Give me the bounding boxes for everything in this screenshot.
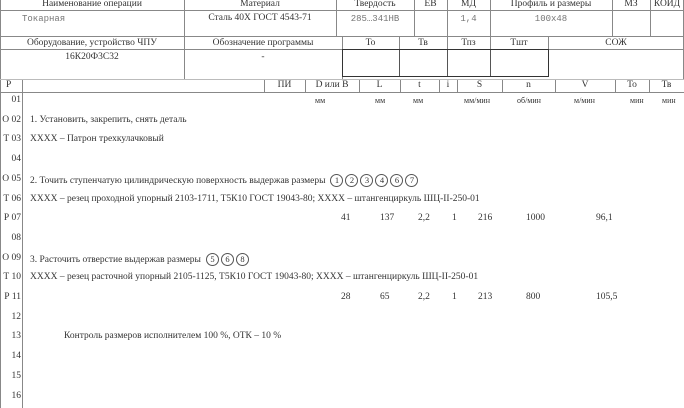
col-p: Р — [6, 80, 12, 90]
unit-to: мин — [630, 96, 644, 105]
col-tv: Тв — [661, 80, 672, 90]
mode-value: 800 — [526, 292, 541, 302]
label-program: Обозначение программы — [212, 38, 314, 48]
label-ev: ЕВ — [424, 0, 437, 9]
row-text-content: XXXX – резец расточной упорный 2105-1125… — [30, 272, 479, 283]
unit-tv: мин — [662, 96, 676, 105]
row-text-content: XXXX – Патрон трехкулачковый — [30, 134, 164, 145]
unit-d: мм — [315, 96, 326, 105]
row-number: Т 10 — [3, 272, 21, 283]
row-text: XXXX – Патрон трехкулачковый — [30, 134, 164, 144]
unit-t: мм — [413, 96, 424, 105]
row-text: 2. Точить ступенчатую цилиндрическую пов… — [30, 173, 420, 187]
mode-value: 41 — [341, 213, 351, 224]
row-number: О 02 — [2, 114, 21, 125]
label-material: Материал — [240, 0, 280, 9]
row-text: XXXX – резец расточной упорный 2105-1125… — [30, 272, 478, 282]
row-number: О 05 — [2, 173, 21, 184]
row-number: О 09 — [2, 252, 21, 263]
mode-value: 65 — [380, 292, 390, 302]
mode-value: 1 — [452, 292, 457, 302]
col-d: D или В — [315, 80, 349, 90]
row-text: 1. Установить, закрепить, снять деталь — [30, 115, 187, 125]
mode-value: 96,1 — [596, 213, 613, 224]
mode-value: 216 — [478, 213, 493, 224]
unit-s: мм/мин — [464, 96, 490, 105]
dimension-marker: 6 — [390, 173, 404, 187]
row-number: Т 06 — [3, 193, 21, 204]
label-md: МД — [461, 0, 476, 9]
label-tpz: Тпз — [461, 38, 476, 48]
mode-value: 28 — [341, 292, 351, 302]
row-number: 15 — [11, 370, 22, 381]
dimension-marker: 6 — [220, 252, 234, 266]
col-v: V — [581, 80, 589, 90]
label-coolant: СОЖ — [605, 38, 627, 48]
mode-value: 1000 — [526, 213, 545, 224]
profile-value: 100х48 — [534, 14, 568, 24]
row-text-content: 1. Установить, закрепить, снять деталь — [30, 114, 187, 125]
row-number: Т 03 — [3, 134, 21, 145]
col-i: i — [446, 80, 450, 90]
mode-value: 137 — [380, 213, 395, 224]
row-text: 3. Расточить отверстие выдержав размеры 5… — [30, 252, 251, 266]
equipment-value: 16К20Ф3С32 — [65, 52, 119, 62]
row-number: Р 11 — [4, 292, 21, 302]
row-number: 13 — [11, 331, 22, 342]
label-to: То — [365, 38, 376, 48]
mode-value: 2,2 — [418, 292, 430, 302]
col-pi: ПИ — [277, 80, 292, 90]
row-text-content: 2. Точить ступенчатую цилиндрическую пов… — [30, 175, 326, 186]
mode-value: 105,5 — [596, 292, 618, 302]
mode-value: 2,2 — [418, 213, 430, 224]
operation-name-value: Токарная — [22, 14, 66, 24]
row-number: 01 — [11, 95, 22, 105]
row-text-content: XXXX – резец проходной упорный 2103-1711… — [30, 193, 480, 204]
dimension-marker: 8 — [235, 252, 249, 266]
row-number: 16 — [11, 390, 22, 401]
col-n: n — [526, 80, 531, 90]
row-number: 04 — [11, 154, 22, 165]
md-value: 1,4 — [460, 14, 477, 24]
unit-v: м/мин — [574, 96, 595, 105]
col-l: L — [376, 80, 383, 90]
row-number: 12 — [11, 311, 22, 322]
label-operation-name: Наименование операции — [42, 0, 142, 9]
label-tv: Тв — [418, 38, 428, 48]
dimension-marker: 5 — [205, 252, 219, 266]
col-t: t — [418, 80, 421, 90]
col-to: То — [627, 80, 637, 90]
dimension-marker: 1 — [330, 173, 344, 187]
mode-value: 213 — [478, 292, 493, 302]
label-koid: КОИД — [653, 0, 681, 9]
label-profile: Профиль и размеры — [510, 0, 592, 9]
label-hardness: Твердость — [354, 0, 396, 9]
label-mz: МЗ — [624, 0, 638, 9]
row-number: 14 — [11, 351, 22, 362]
dimension-marker: 2 — [345, 173, 359, 187]
label-tsht: Тшт — [510, 38, 528, 48]
row-number: Р 07 — [3, 213, 21, 224]
unit-l: мм — [375, 96, 386, 105]
row-number: 08 — [11, 232, 22, 243]
mode-value: 1 — [452, 213, 457, 224]
row-text-content: Контроль размеров исполнителем 100 %, ОТ… — [64, 331, 282, 342]
row-text: XXXX – резец проходной упорный 2103-1711… — [30, 194, 480, 204]
dimension-marker: 3 — [360, 173, 374, 187]
dimension-marker: 7 — [405, 173, 419, 187]
hardness-value: 285…341HB — [350, 14, 400, 24]
unit-n: об/мин — [517, 96, 541, 105]
row-text-content: 3. Расточить отверстие выдержав размеры — [30, 254, 201, 265]
col-s: S — [476, 80, 483, 90]
program-value: - — [261, 52, 265, 62]
material-value: Сталь 40Х ГОСТ 4543-71 — [208, 13, 312, 23]
label-equipment: Оборудование, устройство ЧПУ — [26, 38, 157, 48]
row-text: Контроль размеров исполнителем 100 %, ОТ… — [64, 331, 281, 341]
dimension-marker: 4 — [375, 173, 389, 187]
